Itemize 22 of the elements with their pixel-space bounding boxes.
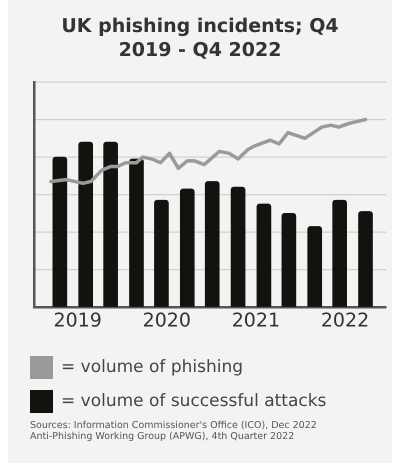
bar bbox=[52, 156, 68, 307]
bar bbox=[154, 200, 169, 307]
legend-label: = volume of phishing bbox=[61, 357, 244, 377]
bar bbox=[78, 142, 94, 307]
bar bbox=[256, 204, 272, 307]
source-note: Sources: Information Commissioner's Office (ICO), Dec 2022 bbox=[30, 420, 317, 431]
bar bbox=[358, 211, 373, 307]
bar bbox=[307, 226, 322, 307]
x-tick-label: 2021 bbox=[232, 310, 280, 332]
x-tick-label: 2019 bbox=[53, 310, 102, 332]
bar bbox=[204, 181, 220, 307]
bar bbox=[103, 142, 118, 307]
chart-title: UK phishing incidents; Q4 2019 - Q4 2022 bbox=[60, 14, 340, 62]
x-tick-label: 2020 bbox=[142, 310, 191, 332]
text: Anti-Phishing Working Group (APWG), 4th Quarter 2022 bbox=[30, 431, 296, 442]
legend-label: = volume of successful attacks bbox=[61, 391, 326, 411]
bar bbox=[129, 158, 144, 307]
bar bbox=[332, 200, 347, 307]
bar bbox=[282, 213, 296, 307]
x-tick-label: 2022 bbox=[320, 310, 370, 332]
bar bbox=[230, 186, 246, 307]
bar bbox=[180, 188, 195, 307]
